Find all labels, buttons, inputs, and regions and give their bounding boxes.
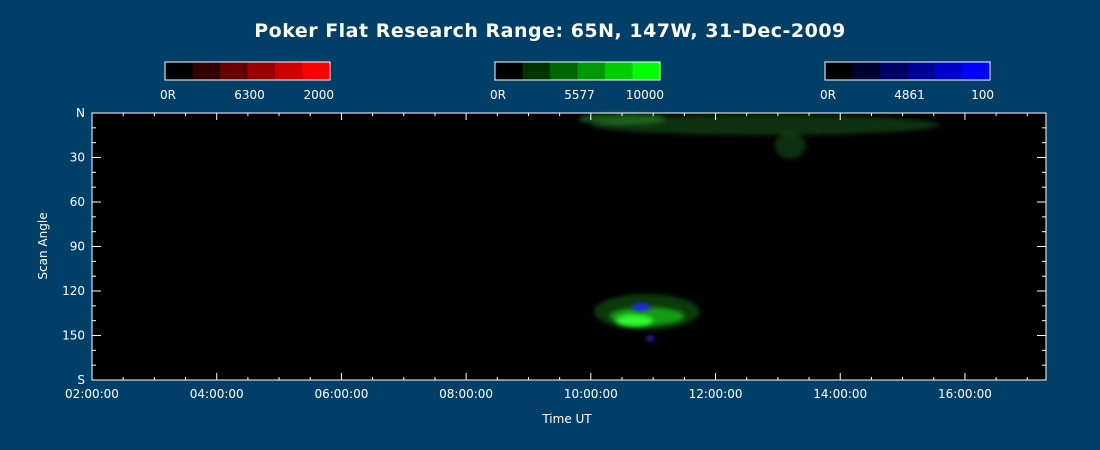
emission-region-5577 — [774, 132, 806, 159]
colorbar-frame — [824, 61, 991, 81]
colorbar-swatch — [302, 62, 331, 80]
y-axis: N 30 60 90 120 150 S — [62, 106, 1046, 387]
emission-region-5577 — [578, 113, 666, 125]
colorbar-max-label: 10000 — [626, 88, 664, 102]
colorbar-min-label: 0R — [820, 88, 836, 102]
colorbar-max-label: 100 — [971, 88, 994, 102]
colorbar-channel-label: 4861 — [894, 88, 925, 102]
colorbar-swatch — [275, 62, 303, 80]
colorbar-swatch — [192, 62, 221, 80]
x-tick-label: 04:00:00 — [190, 387, 244, 401]
colorbar-swatch — [220, 62, 248, 80]
y-tick-label: 120 — [62, 284, 85, 298]
colorbar-max-label: 2000 — [303, 88, 334, 102]
colorbar-swatch — [852, 62, 881, 80]
x-tick-label: 14:00:00 — [813, 387, 867, 401]
y-tick-label: N — [76, 106, 85, 120]
x-tick-label: 08:00:00 — [439, 387, 493, 401]
colorbar-frame — [494, 61, 661, 81]
colorbar-min-label: 0R — [160, 88, 176, 102]
chart-title: Poker Flat Research Range: 65N, 147W, 31… — [254, 20, 846, 42]
colorbar-swatch — [962, 62, 991, 80]
colorbar-swatch — [880, 62, 908, 80]
colorbar-channel-label: 5577 — [564, 88, 595, 102]
colorbar-swatch — [247, 62, 276, 80]
colorbar-4861: 0R 4861 100 — [820, 61, 994, 102]
colorbar-min-label: 0R — [490, 88, 506, 102]
colorbar-5577: 0R 5577 10000 — [490, 61, 664, 102]
y-tick-label: 60 — [70, 195, 85, 209]
x-axis-label: Time UT — [541, 412, 592, 426]
x-tick-label: 06:00:00 — [314, 387, 368, 401]
colorbar-swatch — [605, 62, 633, 80]
colorbar-swatch — [495, 62, 523, 80]
colorbar-swatch — [522, 62, 551, 80]
y-tick-label: 30 — [70, 151, 85, 165]
emission-region-4861 — [631, 303, 651, 312]
colorbar-6300: 0R 6300 2000 — [160, 61, 334, 102]
y-axis-label: Scan Angle — [36, 212, 50, 279]
y-tick-label: 90 — [70, 240, 85, 254]
colorbar-swatch — [935, 62, 963, 80]
colorbar-frame — [164, 61, 331, 81]
y-tick-label: S — [77, 373, 85, 387]
x-tick-label: 12:00:00 — [689, 387, 743, 401]
x-tick-label: 10:00:00 — [564, 387, 618, 401]
y-tick-label: 150 — [62, 329, 85, 343]
colorbar-swatch — [577, 62, 606, 80]
emission-region-4861 — [646, 336, 654, 341]
x-tick-label: 02:00:00 — [65, 387, 119, 401]
colorbar-legends: 0R 6300 2000 0R 5577 10000 0R 4861 100 — [160, 61, 994, 102]
colorbar-swatch — [550, 62, 578, 80]
colorbar-swatch — [165, 62, 193, 80]
colorbar-swatch — [907, 62, 936, 80]
x-tick-label: 16:00:00 — [938, 387, 992, 401]
emission-region-5577 — [590, 114, 940, 136]
plot-area — [92, 113, 1046, 380]
x-axis: 02:00:00 04:00:00 06:00:00 08:00:00 10:00:00… — [65, 113, 1028, 401]
colorbar-channel-label: 6300 — [234, 88, 265, 102]
emission-data — [578, 113, 940, 341]
colorbar-swatch — [825, 62, 853, 80]
colorbar-swatch — [632, 62, 661, 80]
emission-region-5577 — [615, 314, 654, 327]
